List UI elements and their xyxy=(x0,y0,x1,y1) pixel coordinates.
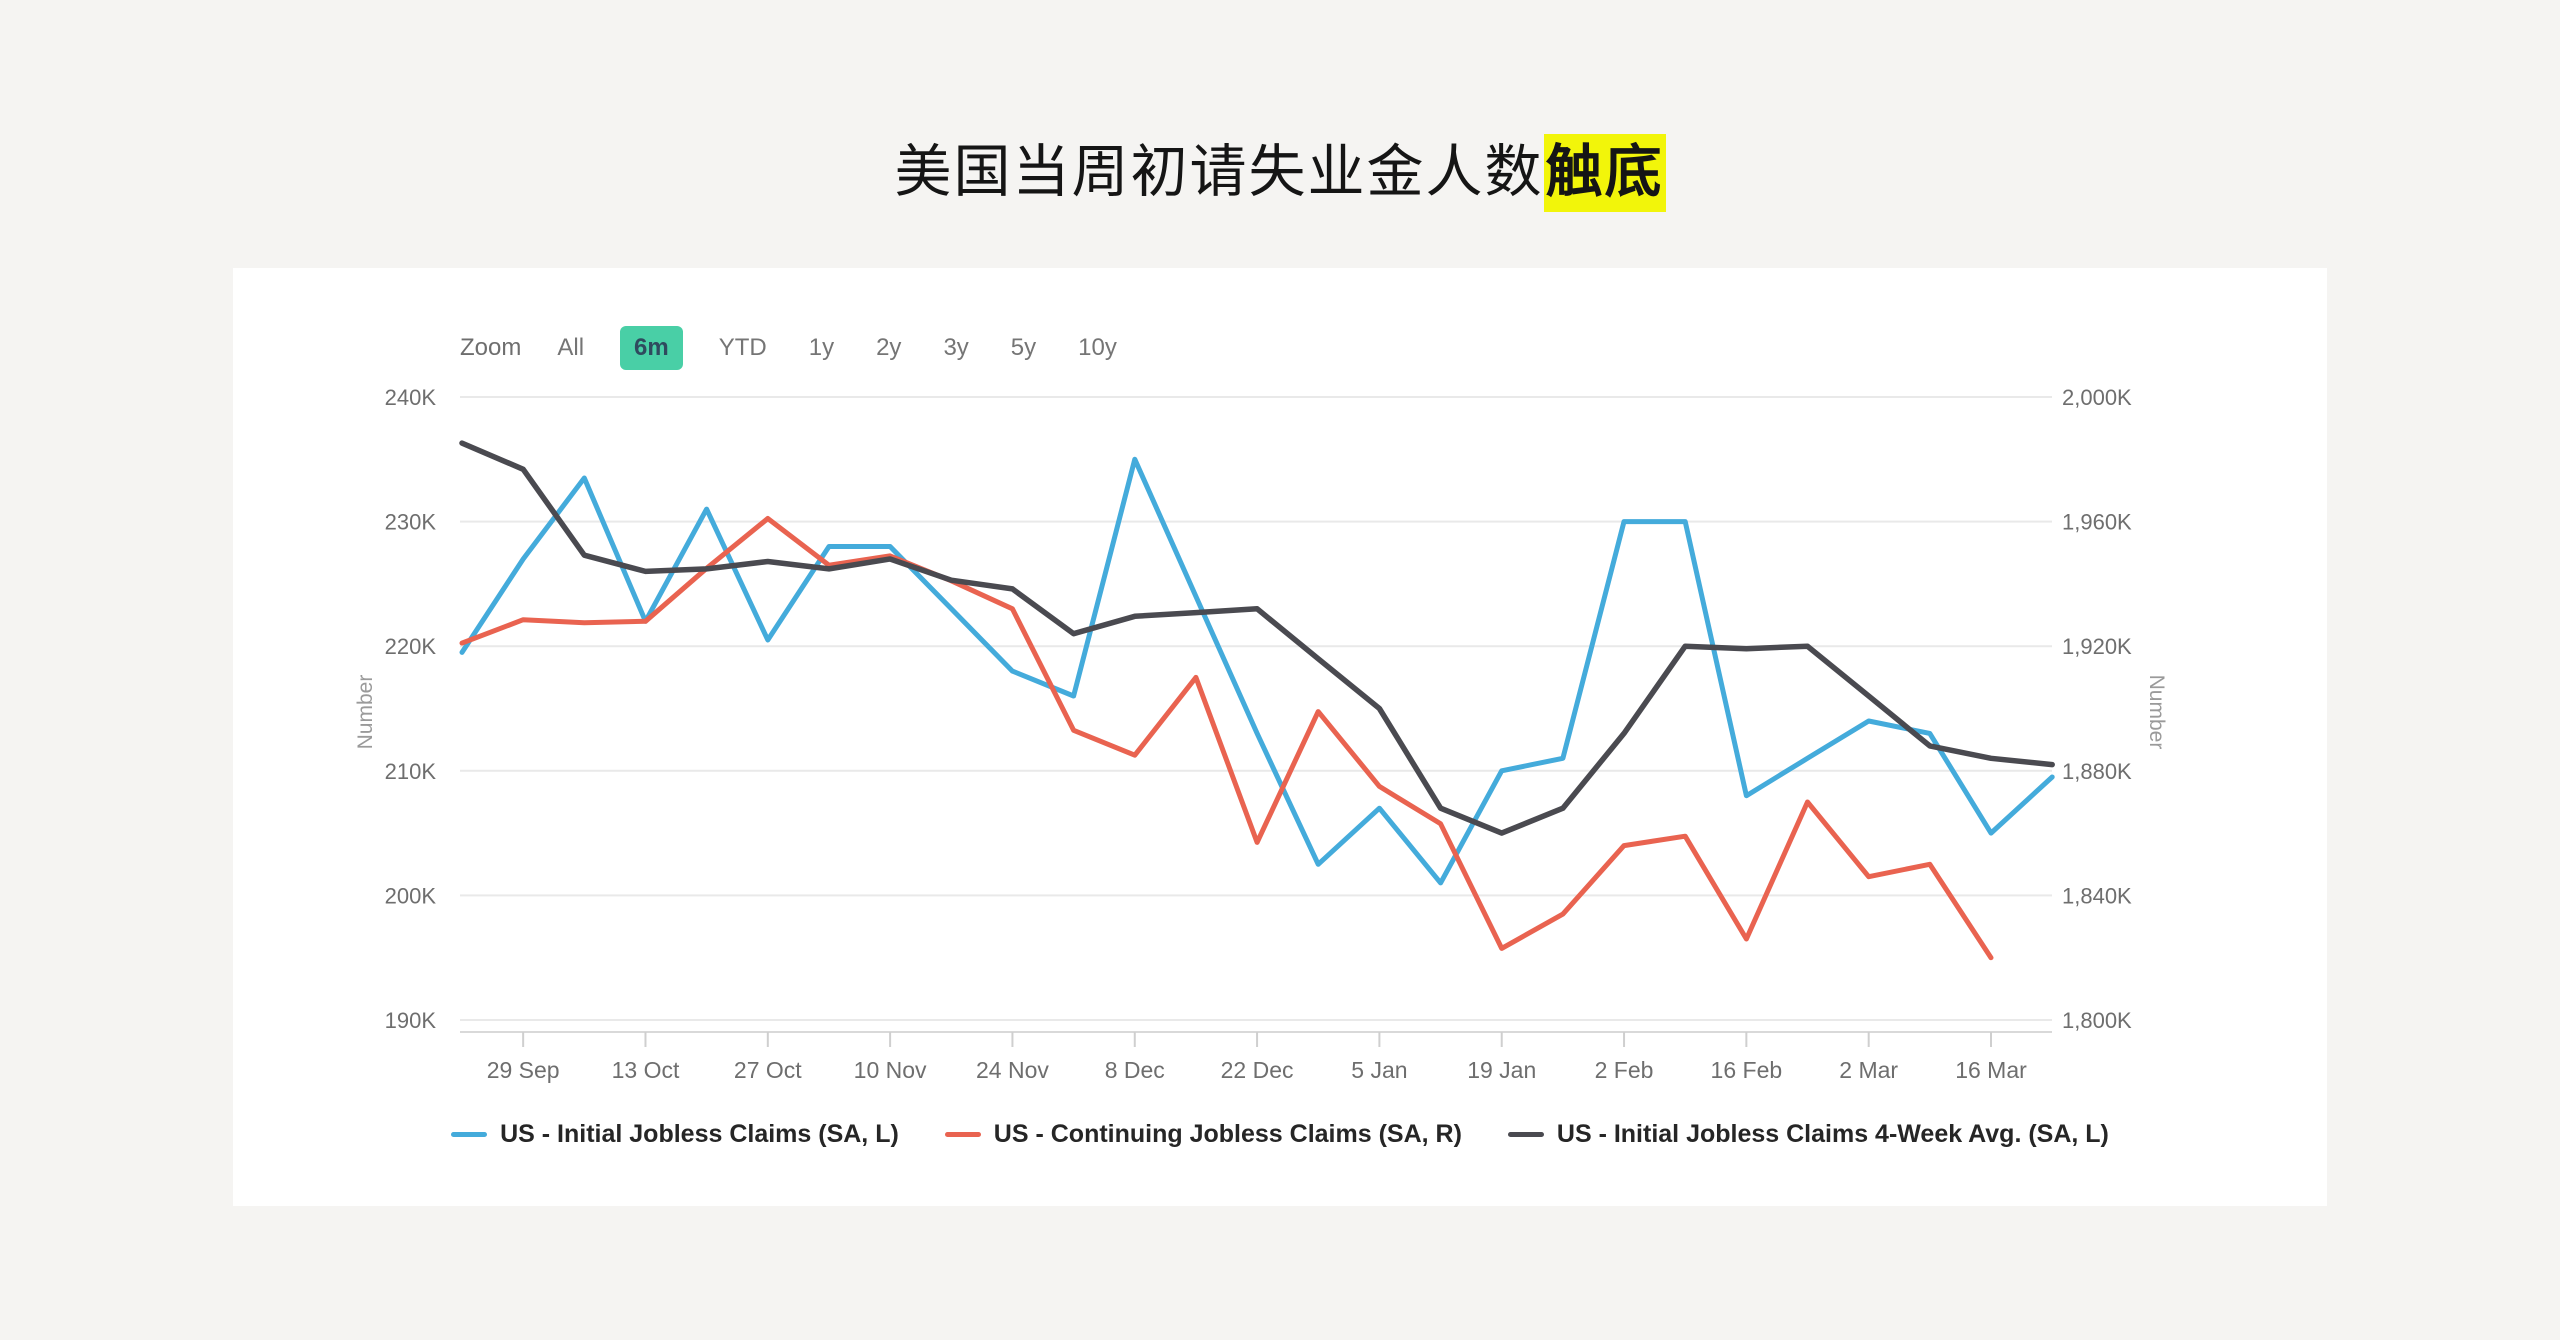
legend-line-marker-dark xyxy=(1507,1132,1544,1137)
x-axis-tick-label: 2 Feb xyxy=(1595,1057,1654,1083)
plot-area[interactable] xyxy=(460,387,2052,1032)
x-axis-tick-label: 27 Oct xyxy=(734,1057,802,1083)
range-button-2y[interactable]: 2y xyxy=(876,334,902,361)
x-axis-tick-label: 16 Mar xyxy=(1955,1057,2027,1083)
title-highlight: 触底 xyxy=(1543,134,1666,212)
legend-item-initial-claims[interactable]: US - Initial Jobless Claims (SA, L) xyxy=(451,1120,899,1149)
legend-label: US - Initial Jobless Claims (SA, L) xyxy=(500,1120,899,1148)
x-axis-tick-label: 19 Jan xyxy=(1467,1057,1536,1083)
x-axis-tick-label: 10 Nov xyxy=(854,1057,927,1083)
left-axis-tick-label: 230K xyxy=(385,510,437,535)
legend-label: US - Continuing Jobless Claims (SA, R) xyxy=(993,1120,1462,1148)
left-axis-tick-label: 200K xyxy=(385,883,437,908)
right-axis-tick-label: 1,840K xyxy=(2062,883,2132,908)
x-axis-tick-label: 2 Mar xyxy=(1839,1057,1898,1083)
right-axis-title: Number xyxy=(2145,675,2168,750)
range-button-ytd[interactable]: YTD xyxy=(718,334,767,361)
right-axis-tick-label: 2,000K xyxy=(2062,385,2132,410)
x-axis-tick-label: 29 Sep xyxy=(487,1057,560,1083)
range-button-6m[interactable]: 6m xyxy=(620,326,683,370)
right-axis-tick-label: 1,920K xyxy=(2062,634,2132,659)
chart-legend: US - Initial Jobless Claims (SA, L) US -… xyxy=(233,1120,2327,1149)
page-title: 美国当周初请失业金人数触底 xyxy=(0,126,2560,212)
legend-label: US - Initial Jobless Claims 4-Week Avg. … xyxy=(1556,1120,2109,1148)
right-axis-tick-label: 1,880K xyxy=(2062,759,2132,784)
range-button-1y[interactable]: 1y xyxy=(808,334,835,361)
left-axis-title: Number xyxy=(354,675,377,750)
left-axis-tick-label: 240K xyxy=(385,385,437,410)
x-axis-tick-label: 13 Oct xyxy=(612,1057,680,1083)
chart-card: Zoom All 6m YTD 1y 2y 3y 5y 10y US - Ini… xyxy=(233,268,2327,1206)
legend-item-continuing-claims[interactable]: US - Continuing Jobless Claims (SA, R) xyxy=(944,1120,1462,1149)
x-axis-tick-label: 24 Nov xyxy=(976,1057,1049,1083)
zoom-label: Zoom xyxy=(460,334,522,361)
right-axis-tick-label: 1,960K xyxy=(2062,510,2132,535)
range-button-3y[interactable]: 3y xyxy=(943,334,969,361)
range-button-5y[interactable]: 5y xyxy=(1010,334,1037,361)
right-axis-tick-label: 1,800K xyxy=(2062,1008,2132,1033)
series-line-continuing-claims xyxy=(459,516,1994,961)
x-axis-tick-label: 8 Dec xyxy=(1105,1057,1165,1083)
series-line-4week-avg xyxy=(459,440,2055,836)
legend-line-marker-blue xyxy=(451,1132,488,1137)
left-axis-tick-label: 190K xyxy=(385,1008,437,1033)
legend-line-marker-red xyxy=(944,1132,981,1137)
x-axis-tick-label: 16 Feb xyxy=(1711,1057,1783,1083)
x-axis-tick-label: 5 Jan xyxy=(1351,1057,1407,1083)
left-axis-tick-label: 220K xyxy=(385,634,437,659)
legend-item-4week-avg[interactable]: US - Initial Jobless Claims 4-Week Avg. … xyxy=(1507,1120,2109,1149)
x-axis-tick-label: 22 Dec xyxy=(1221,1057,1294,1083)
page-title-text: 美国当周初请失业金人数 xyxy=(894,140,1544,204)
range-button-10y[interactable]: 10y xyxy=(1078,334,1117,361)
left-axis-tick-label: 210K xyxy=(385,759,437,784)
range-button-all[interactable]: All xyxy=(557,334,585,361)
zoom-toolbar: Zoom All 6m YTD 1y 2y 3y 5y 10y xyxy=(460,326,1123,370)
